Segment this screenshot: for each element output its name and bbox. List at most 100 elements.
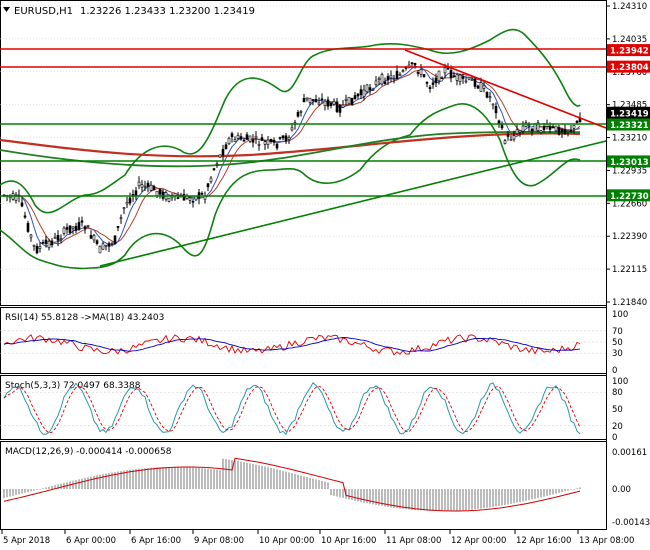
macd-bar [39,489,41,490]
candle-body [251,139,255,143]
candle-body [467,77,471,80]
macd-bar [522,489,524,502]
candle-body [278,137,282,139]
price-tag-bg [607,106,650,119]
macd-bar [90,476,92,489]
macd-bar [12,489,14,496]
macd-bar [33,489,35,491]
macd-bar [393,489,395,508]
price-axis: 1.24310 1.24035 1.23760 1.23485 1.23210 1.229… [606,2,647,308]
macd-bar [60,483,62,489]
candle-body [551,126,555,128]
candle-body [452,75,456,78]
candle-body [320,98,324,101]
macd-bar [210,469,212,489]
macd-bar [339,489,341,498]
green-uptrend-line[interactable] [99,140,607,267]
candle-body [479,82,483,92]
pane-frames [0,0,607,530]
macd-bar [6,489,8,498]
macd-bar [438,489,440,511]
candle-body [242,139,246,142]
chart-header: EURUSD,H1 1.23226 1.23433 1.23200 1.2341… [3,6,255,17]
macd-bar [258,465,260,489]
candle-body [371,88,375,91]
macd-bar [399,489,401,509]
macd-bar [534,489,536,499]
candle-body [509,139,513,141]
macd-bar [354,489,356,501]
macd-bar [138,468,140,489]
macd-bar [489,489,491,508]
macd-bar [21,489,23,494]
macd-bar [201,468,203,489]
rsi-level-label: 50 [612,338,623,348]
candle-body [152,186,156,191]
candle-body [434,77,438,84]
macd-bar [114,472,116,489]
candle-body [113,235,117,245]
macd-bar [504,489,506,505]
rsi-line [3,334,581,356]
candle-body [140,184,144,188]
macd-bar [198,467,200,489]
time-tick-label: 9 Apr 08:00 [194,536,244,546]
candle-body [239,136,243,140]
candle-body [440,77,444,80]
candle-body [59,238,63,241]
candle-body [248,135,252,142]
trend-lines[interactable] [99,49,607,267]
candle-body [224,144,228,150]
collapse-arrow-icon[interactable] [3,7,10,12]
red-downtrend-line[interactable] [404,49,607,129]
macd-bar [417,489,419,511]
candle-body [416,72,420,74]
macd-bar [231,460,233,489]
macd-bar [537,489,539,499]
candle-body [137,181,141,187]
candle-body [32,244,36,247]
macd-bar [102,474,104,489]
macd-bar [390,489,392,508]
macd-bar [336,489,338,497]
macd-bar [282,470,284,489]
macd-bar [576,488,578,489]
candle-body [560,129,564,133]
macd-bar [378,489,380,506]
macd-bar [543,489,545,497]
macd-bar [351,489,353,501]
macd-bar [117,471,119,489]
macd-bar [48,486,50,489]
macd-bar [183,467,185,489]
candle-body [158,189,162,195]
candle-body [134,190,138,196]
candle-body [356,93,360,97]
candle-body [428,86,432,90]
macd-bar [312,478,314,489]
macd-bar [468,489,470,510]
macd-bar [300,475,302,489]
macd-bar [129,469,131,489]
macd-bar [174,467,176,489]
candle-body [458,74,462,82]
macd-bar [372,489,374,505]
macd-bar [381,489,383,506]
candle-body [413,62,417,66]
candle-body [56,235,60,241]
candle-body [191,200,195,203]
macd-bar [165,467,167,489]
macd-bar [432,489,434,511]
candle-body [143,185,147,188]
rsi-level-label: 100 [612,310,628,320]
candle-body [533,123,537,133]
candle-body [71,226,75,229]
time-tick-label: 6 Apr 16:00 [131,536,181,546]
rsi-pane: RSI(14) 55.8128 ->MA(18) 43.2403 [0,313,606,356]
horizontal-levels[interactable] [0,48,606,197]
stochastic-pane: Stoch(5,3,3) 72.0497 68.3388 [0,381,606,436]
macd-bar [30,489,32,492]
time-axis: 5 Apr 2018 6 Apr 00:00 6 Apr 16:00 9 Apr 08… [1,530,634,546]
price-tag-label: 1.23942 [610,47,649,57]
price-tags: 1.23942 1.23804 1.23419 1.23321 1.23013 1.227… [607,44,650,202]
